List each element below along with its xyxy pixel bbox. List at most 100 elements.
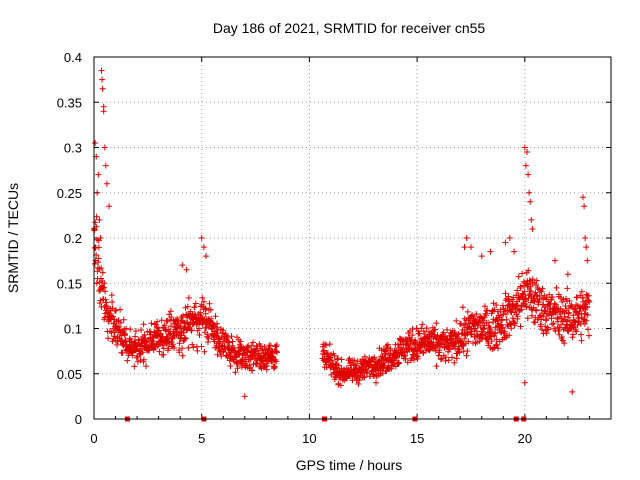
data-point (99, 269, 106, 276)
data-point (200, 244, 207, 251)
data-point (183, 266, 190, 273)
data-point (335, 362, 342, 369)
data-point (171, 345, 178, 351)
data-point (444, 326, 451, 333)
data-points (91, 67, 593, 400)
data-point (530, 295, 537, 302)
data-point (511, 248, 518, 255)
data-point (518, 306, 525, 313)
data-point (156, 348, 163, 355)
data-point (511, 320, 518, 327)
data-point (105, 335, 111, 342)
data-point (190, 344, 197, 351)
data-point (585, 326, 591, 333)
data-point (161, 322, 168, 329)
data-point (524, 315, 531, 322)
data-point (578, 331, 584, 338)
data-point (361, 373, 368, 380)
y-tick-label: 0.2 (64, 231, 82, 246)
data-point (244, 349, 251, 356)
y-tick-label: 0.4 (64, 50, 82, 65)
data-point (525, 171, 532, 178)
data-point (574, 294, 581, 301)
data-point (434, 332, 441, 339)
data-point (176, 340, 183, 347)
data-point (96, 300, 103, 307)
data-point (580, 194, 586, 201)
data-point (493, 336, 500, 343)
data-point (117, 319, 124, 326)
x-tick-label: 10 (302, 431, 316, 446)
data-point (206, 300, 213, 307)
data-point (469, 312, 476, 319)
data-point (244, 343, 251, 350)
data-point (132, 333, 139, 340)
data-point (467, 317, 474, 324)
data-point (94, 189, 101, 196)
data-point (494, 317, 501, 324)
data-point (97, 235, 104, 241)
data-point (491, 306, 498, 313)
data-point (565, 310, 572, 317)
data-point (552, 257, 558, 264)
data-point (506, 235, 513, 241)
y-tick-label: 0.35 (57, 95, 82, 110)
data-point (204, 331, 211, 338)
data-point (573, 328, 580, 335)
data-point (181, 334, 188, 341)
data-point (419, 321, 426, 328)
data-point (503, 311, 509, 318)
data-point (538, 288, 545, 295)
data-point (220, 327, 227, 334)
data-point (101, 144, 108, 151)
x-tick-label: 15 (410, 431, 424, 446)
data-point (165, 345, 172, 352)
data-point (327, 354, 333, 361)
data-point (461, 335, 468, 342)
data-point (474, 339, 481, 345)
data-point (479, 328, 485, 335)
data-point (163, 333, 170, 340)
data-point (558, 321, 565, 328)
data-point (508, 325, 515, 332)
data-point (413, 350, 420, 357)
data-point (506, 332, 513, 339)
data-point (524, 149, 530, 155)
data-point (208, 315, 215, 322)
data-point (102, 162, 109, 169)
data-point (323, 342, 330, 349)
data-point (540, 313, 546, 320)
data-point (109, 299, 116, 305)
data-point (92, 245, 98, 251)
data-point (435, 352, 442, 359)
data-point (198, 343, 205, 350)
data-point (463, 235, 470, 241)
data-point (93, 280, 100, 287)
data-point (274, 349, 280, 356)
data-point (99, 76, 105, 83)
data-point (388, 365, 395, 372)
data-point (578, 337, 585, 344)
data-point (545, 326, 552, 333)
data-point (179, 312, 186, 319)
data-point (185, 294, 192, 301)
data-point (92, 219, 99, 226)
data-point (520, 291, 527, 298)
data-point (514, 313, 521, 320)
data-point (521, 144, 528, 151)
data-point (408, 336, 415, 343)
data-point (582, 235, 589, 241)
data-point (218, 334, 225, 341)
data-point (395, 345, 402, 351)
data-point (207, 306, 214, 313)
data-point (581, 320, 588, 327)
plot-frame (93, 56, 612, 420)
data-point (465, 338, 472, 345)
data-point (494, 342, 500, 348)
data-point (464, 348, 471, 354)
data-point (114, 341, 120, 348)
x-axis-title: GPS time / hours (296, 457, 403, 473)
data-point (569, 388, 576, 395)
data-point (415, 330, 422, 337)
